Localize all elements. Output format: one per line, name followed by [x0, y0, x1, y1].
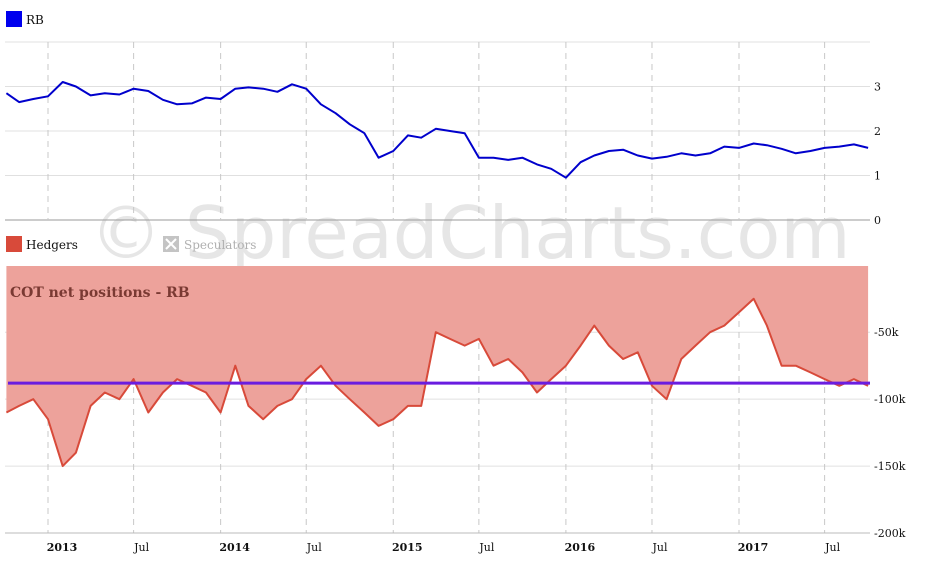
x-tick-label: 2017	[738, 541, 769, 554]
x-tick-label: 2014	[219, 541, 250, 554]
x-tick-label: 2013	[47, 541, 78, 554]
price-ytick-label: 2	[874, 125, 881, 138]
price-ytick-label: 3	[874, 81, 881, 94]
price-ytick-label: 0	[874, 214, 881, 227]
x-tick-label: 2015	[392, 541, 423, 554]
x-tick-label: Jul	[306, 541, 322, 554]
cot-panel	[5, 266, 870, 468]
cot-ytick-label: -200k	[874, 527, 906, 540]
x-tick-label: Jul	[651, 541, 667, 554]
hedgers-area	[6, 266, 869, 467]
cot-ytick-label: -50k	[874, 326, 899, 339]
x-tick-label: Jul	[133, 541, 149, 554]
legend-speculators-label: Speculators	[184, 238, 256, 252]
x-tick-label: 2016	[565, 541, 596, 554]
hedgers-series-line	[5, 297, 869, 468]
legend-hedgers-swatch	[6, 236, 22, 252]
legend-speculators[interactable]: Speculators	[163, 236, 256, 252]
x-tick-label: Jul	[824, 541, 840, 554]
axes: 0 1 2 3 -50k -100k -150k -200k 2013 Jul 2014 Jul 201…	[5, 81, 906, 554]
cot-ytick-label: -100k	[874, 393, 906, 406]
cot-panel-title: COT net positions - RB	[10, 285, 190, 301]
speculators-disabled-icon	[165, 238, 177, 250]
legend-rb-label: RB	[26, 13, 44, 27]
price-ytick-label: 1	[874, 170, 881, 183]
cot-ytick-label: -150k	[874, 460, 906, 473]
legend-rb-swatch	[6, 11, 22, 27]
legend-rb[interactable]: RB	[6, 11, 44, 27]
price-series-line	[5, 81, 869, 179]
price-panel	[5, 81, 869, 179]
legend-hedgers-label: Hedgers	[26, 238, 78, 252]
watermark-text: © SpreadCharts.com	[90, 191, 850, 275]
legend-hedgers[interactable]: Hedgers	[6, 236, 78, 252]
x-tick-label: Jul	[478, 541, 494, 554]
